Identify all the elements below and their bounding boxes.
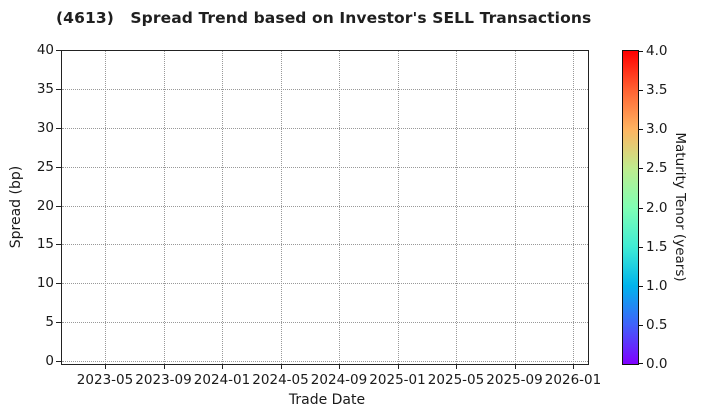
x-tick-label: 2023-05 <box>76 372 134 388</box>
y-tick-mark <box>56 50 61 51</box>
x-axis-label: Trade Date <box>288 392 366 408</box>
x-gridline <box>456 51 457 364</box>
colorbar-tick-mark <box>639 363 643 364</box>
axis-spine-left <box>61 50 62 365</box>
axis-spine-top <box>61 50 589 51</box>
colorbar-tick-mark <box>639 129 643 131</box>
colorbar-tick-label: 2.5 <box>646 160 668 177</box>
y-tick-label: 5 <box>45 314 54 331</box>
y-tick-label: 35 <box>36 80 54 97</box>
y-tick-label: 20 <box>36 197 54 214</box>
x-gridline <box>573 51 574 364</box>
colorbar-tick-mark <box>639 90 643 92</box>
colorbar-tick-label: 3.0 <box>646 121 668 138</box>
colorbar-tick-label: 3.5 <box>646 82 668 99</box>
y-tick-label: 10 <box>36 275 54 292</box>
colorbar-tick-label: 4.0 <box>646 43 668 59</box>
x-tick-mark <box>339 365 340 369</box>
axis-spine-bottom <box>61 364 589 365</box>
colorbar-tick-label: 0.5 <box>646 316 668 333</box>
colorbar <box>622 50 643 365</box>
colorbar-tick-label: 1.5 <box>646 238 668 255</box>
y-tick-mark <box>56 361 61 362</box>
x-gridline <box>222 51 223 364</box>
colorbar-tick-mark <box>639 51 643 52</box>
chart-title: (4613) Spread Trend based on Investor's … <box>56 9 592 27</box>
x-gridline <box>280 51 282 364</box>
x-tick-mark <box>280 365 282 369</box>
colorbar-tick-mark <box>639 168 643 170</box>
y-tick-mark <box>56 205 61 207</box>
y-tick-label: 40 <box>36 42 54 58</box>
plot-area <box>56 50 589 369</box>
y-gridline <box>62 88 588 90</box>
x-tick-label: 2025-05 <box>427 372 485 388</box>
y-gridline <box>62 244 588 246</box>
x-gridline <box>339 51 340 364</box>
y-tick-mark <box>56 244 61 246</box>
y-gridline <box>62 283 588 285</box>
x-tick-label: 2024-01 <box>193 372 251 388</box>
colorbar-label: Maturity Tenor (years) <box>672 132 688 282</box>
axis-spine-right <box>588 50 589 365</box>
y-gridline <box>62 361 588 362</box>
x-gridline <box>397 51 399 364</box>
x-gridline <box>105 51 106 364</box>
x-tick-label: 2026-01 <box>544 372 602 388</box>
y-tick-label: 15 <box>36 236 54 253</box>
y-tick-mark <box>56 283 61 285</box>
colorbar-tick-label: 1.0 <box>646 277 668 294</box>
colorbar-tick-mark <box>639 207 643 209</box>
y-tick-label: 0 <box>45 353 54 369</box>
colorbar-tick-label: 2.0 <box>646 199 668 216</box>
x-tick-label: 2025-01 <box>369 372 426 388</box>
y-gridline <box>62 322 588 324</box>
y-gridline <box>62 166 588 168</box>
y-tick-mark <box>56 127 61 129</box>
y-axis-label: Spread (bp) <box>8 165 24 249</box>
y-tick-mark <box>56 88 61 90</box>
x-tick-mark <box>573 365 574 369</box>
x-tick-mark <box>105 365 106 369</box>
x-tick-label: 2024-05 <box>252 372 309 388</box>
colorbar-tick-mark <box>639 246 643 248</box>
x-tick-label: 2025-09 <box>486 372 543 388</box>
x-tick-label: 2024-09 <box>310 372 368 388</box>
x-tick-mark <box>397 365 399 369</box>
x-tick-mark <box>514 365 516 369</box>
x-tick-label: 2023-09 <box>135 372 192 388</box>
x-tick-mark <box>456 365 457 369</box>
y-tick-label: 25 <box>36 158 54 175</box>
y-gridline <box>62 205 588 207</box>
x-gridline <box>163 51 165 364</box>
colorbar-tick-label: 0.0 <box>646 356 668 372</box>
y-tick-mark <box>56 166 61 168</box>
colorbar-tick-mark <box>639 324 643 326</box>
y-tick-label: 30 <box>36 119 54 136</box>
x-gridline <box>514 51 516 364</box>
y-tick-mark <box>56 322 61 324</box>
colorbar-tick-mark <box>639 285 643 287</box>
x-tick-mark <box>222 365 223 369</box>
y-gridline <box>62 127 588 129</box>
x-tick-mark <box>163 365 165 369</box>
